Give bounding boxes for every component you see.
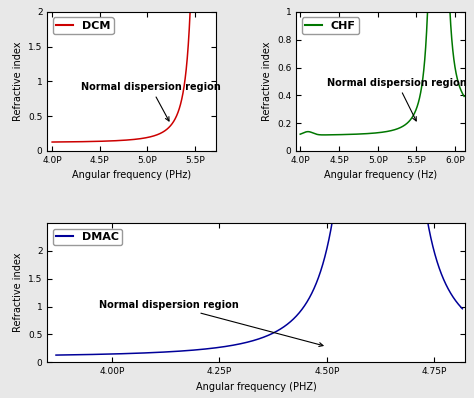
Y-axis label: Refractive index: Refractive index bbox=[13, 42, 23, 121]
Text: Normal dispersion region: Normal dispersion region bbox=[81, 82, 220, 121]
Legend: DMAC: DMAC bbox=[53, 229, 122, 246]
Legend: CHF: CHF bbox=[302, 18, 359, 34]
Text: Normal dispersion region: Normal dispersion region bbox=[99, 300, 323, 347]
Y-axis label: Refractive index: Refractive index bbox=[13, 253, 23, 332]
X-axis label: Angular frequency (Hz): Angular frequency (Hz) bbox=[324, 170, 437, 180]
X-axis label: Angular frequency (PHz): Angular frequency (PHz) bbox=[72, 170, 191, 180]
X-axis label: Angular frequency (PHZ): Angular frequency (PHZ) bbox=[196, 382, 316, 392]
Legend: DCM: DCM bbox=[53, 18, 114, 34]
Y-axis label: Refractive index: Refractive index bbox=[262, 42, 272, 121]
Text: Normal dispersion region: Normal dispersion region bbox=[328, 78, 467, 121]
